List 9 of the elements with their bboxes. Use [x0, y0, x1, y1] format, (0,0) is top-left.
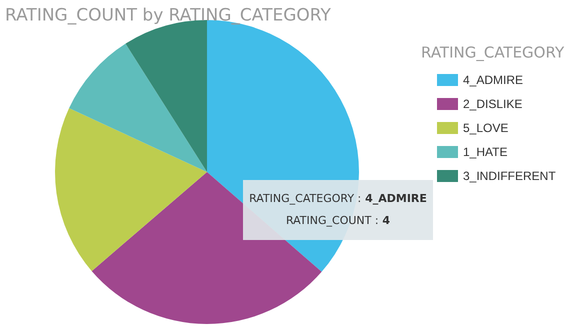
chart-title: RATING_COUNT by RATING_CATEGORY — [5, 6, 332, 26]
legend-label: 4_ADMIRE — [463, 73, 524, 87]
legend-label: 1_HATE — [463, 145, 508, 159]
text: RATING_COUNT : 4 — [286, 214, 390, 227]
legend-label: 2_DISLIKE — [463, 97, 522, 111]
legend-label: 3_INDIFFERENT — [463, 169, 556, 183]
text: RATING_CATEGORY : 4_ADMIRE — [249, 192, 427, 205]
legend-label: 5_LOVE — [463, 121, 508, 135]
legend-title: RATING_CATEGORY — [421, 44, 565, 62]
